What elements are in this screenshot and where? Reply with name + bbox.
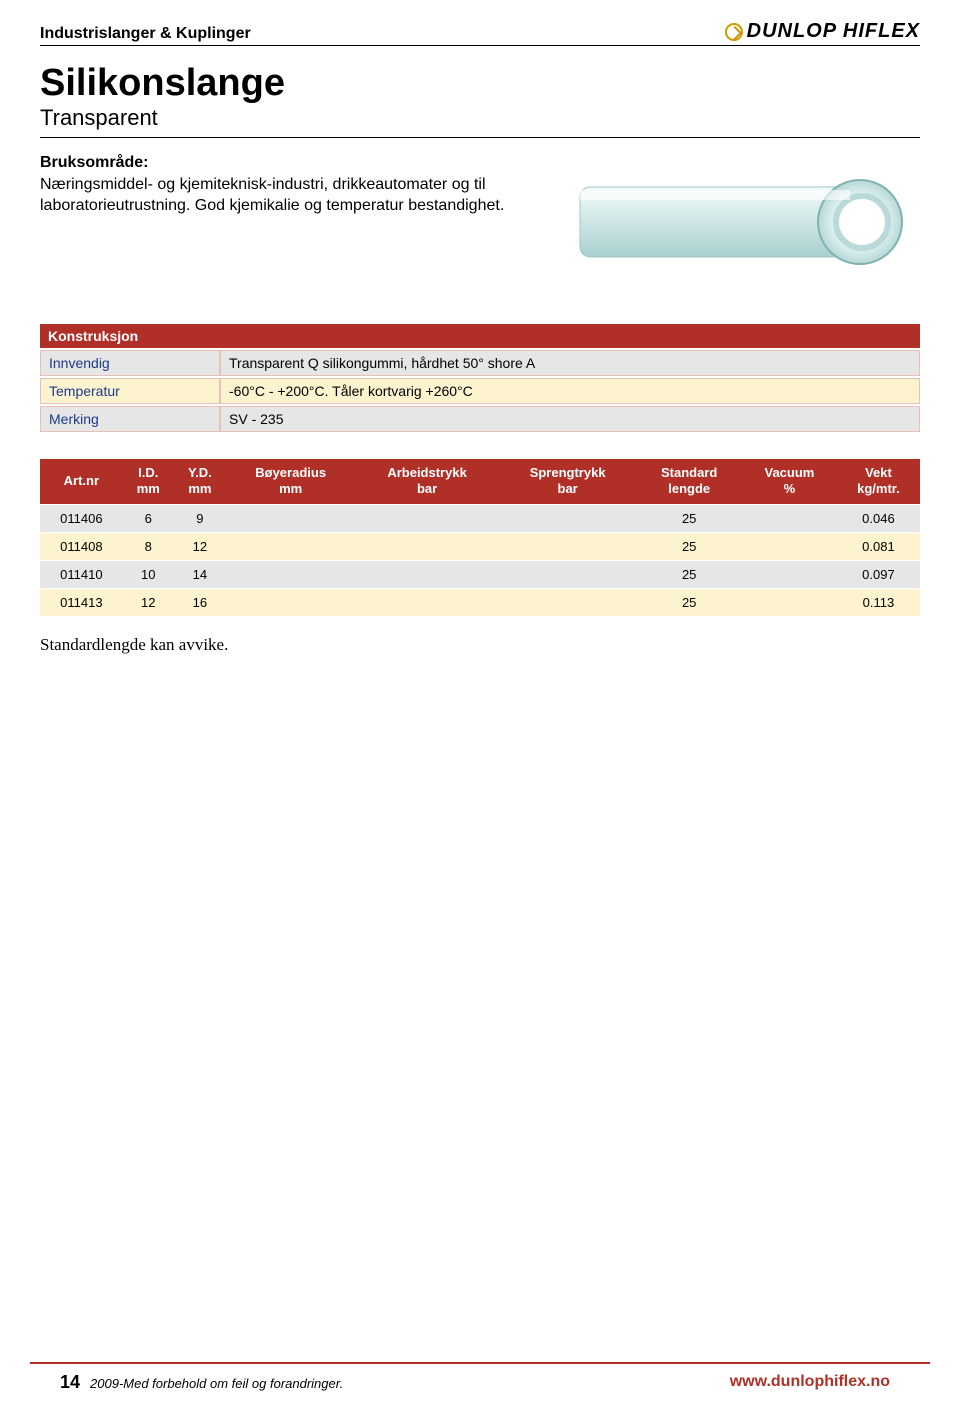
table-cell: 6 [123,505,174,532]
page-footer: 14 2009-Med forbehold om feil og forandr… [30,1362,930,1406]
product-title: Silikonslange [40,62,920,105]
table-cell: 25 [636,533,742,560]
page-number: 14 [60,1372,80,1393]
data-table: Art.nrI.D.mmY.D.mmBøyeradiusmmArbeidstry… [40,458,920,617]
product-subtitle: Transparent [40,105,920,131]
spec-label: Temperatur [40,378,220,404]
table-cell [742,533,837,560]
table-cell: 0.097 [837,561,920,588]
footer-disclaimer: 2009-Med forbehold om feil og forandring… [90,1376,343,1391]
spec-row: Temperatur-60°C - +200°C. Tåler kortvari… [40,378,920,404]
table-cell [355,505,499,532]
table-cell [499,561,637,588]
table-cell [499,589,637,616]
table-cell: 011408 [40,533,123,560]
spec-row: InnvendigTransparent Q silikongummi, hår… [40,350,920,376]
table-cell: 16 [174,589,226,616]
data-header-row: Art.nrI.D.mmY.D.mmBøyeradiusmmArbeidstry… [40,459,920,504]
table-cell: 12 [174,533,226,560]
brand-arrow-icon [725,23,743,41]
section-title: Industrislanger & Kuplinger [40,25,251,43]
data-column-header: Arbeidstrykkbar [355,459,499,504]
intro-label: Bruksområde: [40,152,540,174]
table-cell: 9 [174,505,226,532]
table-cell [499,533,637,560]
table-row: 011408812 25 0.081 [40,533,920,560]
table-cell: 0.046 [837,505,920,532]
data-column-header: Vacuum% [742,459,837,504]
table-cell: 8 [123,533,174,560]
data-column-header: Art.nr [40,459,123,504]
table-cell: 25 [636,561,742,588]
footer-left: 14 2009-Med forbehold om feil og forandr… [60,1372,343,1393]
spec-header-row: Konstruksjon [40,324,920,348]
table-cell [742,561,837,588]
brand-text: DUNLOP HIFLEX [747,20,920,43]
data-column-header: Y.D.mm [174,459,226,504]
table-cell [226,505,355,532]
table-cell [355,561,499,588]
table-cell: 0.113 [837,589,920,616]
length-note: Standardlengde kan avvike. [40,635,920,655]
table-cell [226,561,355,588]
table-cell [226,533,355,560]
spec-value: -60°C - +200°C. Tåler kortvarig +260°C [220,378,920,404]
tube-icon [570,162,910,282]
intro-text: Bruksområde: Næringsmiddel- og kjemitekn… [40,152,540,292]
table-row: 0114101014 25 0.097 [40,561,920,588]
spec-label: Merking [40,406,220,432]
table-cell [742,505,837,532]
data-column-header: Vektkg/mtr. [837,459,920,504]
table-cell: 011406 [40,505,123,532]
table-cell: 10 [123,561,174,588]
table-cell [355,589,499,616]
table-cell [355,533,499,560]
intro-body: Næringsmiddel- og kjemiteknisk-industri,… [40,174,540,217]
table-cell: 011413 [40,589,123,616]
table-cell [499,505,637,532]
table-cell: 12 [123,589,174,616]
footer-url: www.dunlophiflex.no [730,1373,890,1391]
table-cell: 011410 [40,561,123,588]
table-row: 0114131216 25 0.113 [40,589,920,616]
intro-row: Bruksområde: Næringsmiddel- og kjemitekn… [40,152,920,292]
data-column-header: Standardlengde [636,459,742,504]
data-column-header: Bøyeradiusmm [226,459,355,504]
table-row: 01140669 25 0.046 [40,505,920,532]
spec-label: Innvendig [40,350,220,376]
table-cell: 0.081 [837,533,920,560]
spec-value: SV - 235 [220,406,920,432]
table-cell [226,589,355,616]
spec-row: MerkingSV - 235 [40,406,920,432]
table-cell: 14 [174,561,226,588]
table-cell: 25 [636,505,742,532]
spec-table: Konstruksjon InnvendigTransparent Q sili… [40,322,920,434]
data-column-header: I.D.mm [123,459,174,504]
table-cell: 25 [636,589,742,616]
brand-logo: DUNLOP HIFLEX [725,20,920,43]
product-image [560,152,920,292]
spec-value: Transparent Q silikongummi, hårdhet 50° … [220,350,920,376]
title-rule [40,137,920,138]
page-header: Industrislanger & Kuplinger DUNLOP HIFLE… [40,20,920,46]
spec-header-cell: Konstruksjon [40,324,920,348]
table-cell [742,589,837,616]
data-column-header: Sprengtrykkbar [499,459,637,504]
